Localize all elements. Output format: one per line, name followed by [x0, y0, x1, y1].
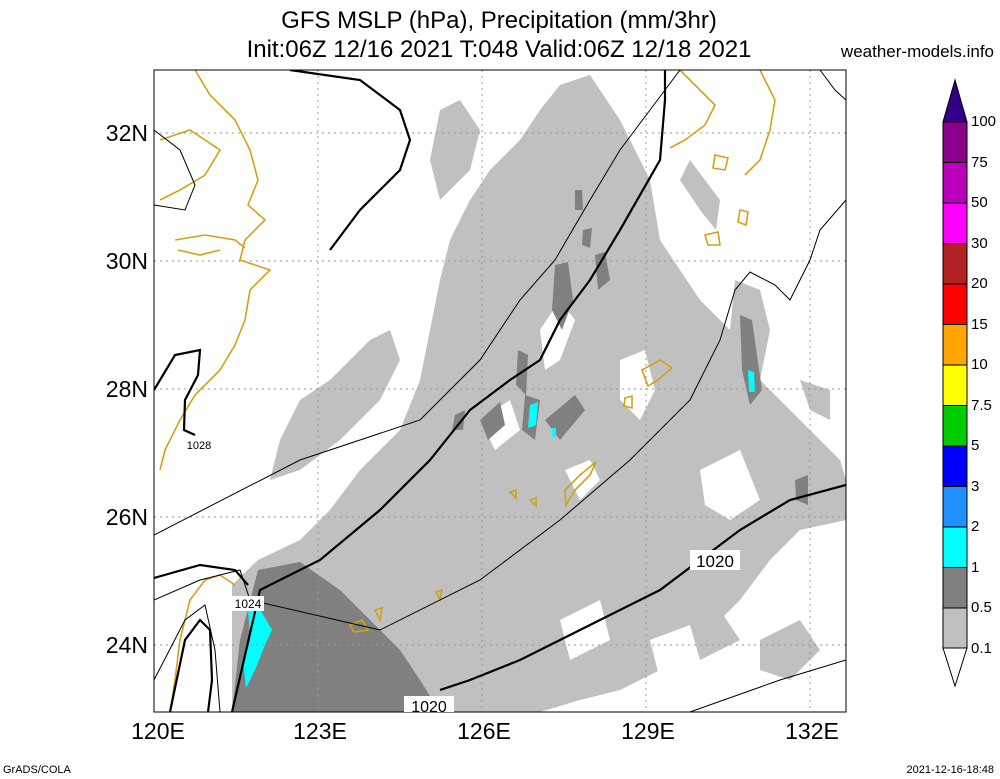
colorbar-label: 10 [971, 356, 988, 373]
colorbar-swatch [942, 243, 968, 285]
lat-label: 30N [105, 248, 148, 274]
colorbar-swatch [942, 202, 968, 244]
isobar-label: 1028 [187, 440, 211, 452]
colorbar-swatch [942, 486, 968, 528]
colorbar-label: 2 [971, 518, 980, 535]
isobar-label: 1024 [235, 597, 262, 611]
colorbar-swatch [942, 526, 968, 568]
map-title: GFS MSLP (hPa), Precipitation (mm/3hr) [281, 7, 717, 34]
precip-colorbar [942, 78, 968, 688]
coastlines [159, 70, 776, 712]
isobars-bold [154, 70, 846, 712]
precip-heavy-area [243, 370, 755, 688]
site-credit: weather-models.info [840, 42, 994, 61]
colorbar-swatch [942, 445, 968, 487]
lon-label: 120E [131, 718, 185, 744]
colorbar-swatch [942, 283, 968, 325]
colorbar-label: 100 [971, 113, 997, 130]
footer-software: GrADS/COLA [3, 764, 71, 776]
colorbar-label: 50 [971, 194, 988, 211]
colorbar-label: 15 [971, 315, 988, 333]
lon-label: 126E [457, 718, 511, 744]
precip-gaps [480, 300, 760, 680]
colorbar-bottom-arrow [942, 647, 968, 688]
isobar-labels: 1028 1024 1020 1020 [184, 438, 740, 716]
colorbar-swatch [942, 607, 968, 649]
colorbar-label: 0.5 [971, 599, 992, 616]
lat-label: 32N [105, 120, 148, 146]
colorbar-swatch [942, 162, 968, 204]
isobars-thin [154, 70, 846, 712]
lat-label: 24N [105, 632, 148, 658]
colorbar-label: 75 [971, 153, 988, 171]
colorbar-label: 30 [971, 234, 988, 252]
lat-label: 26N [105, 504, 148, 530]
lat-lon-grid [154, 70, 846, 712]
colorbar-swatch [942, 567, 968, 609]
colorbar-top-arrow [942, 78, 968, 123]
lon-label: 123E [293, 718, 347, 744]
lon-label: 129E [621, 718, 675, 744]
colorbar-label: 1 [971, 558, 980, 576]
isobar-label: 1020 [696, 552, 734, 571]
isobar-label: 1020 [411, 699, 447, 716]
map-frame [153, 69, 847, 713]
colorbar-swatch [942, 364, 968, 406]
colorbar-label: 0.1 [971, 639, 992, 657]
colorbar-label: 5 [971, 437, 980, 454]
colorbar-label: 7.5 [971, 396, 992, 414]
colorbar-label: 20 [971, 275, 988, 292]
colorbar-swatch [942, 121, 968, 163]
footer-timestamp: 2021-12-16-18:48 [906, 764, 994, 776]
colorbar-label: 3 [971, 477, 980, 495]
colorbar-swatch [942, 405, 968, 447]
lon-label: 132E [785, 718, 839, 744]
lat-label: 28N [105, 376, 148, 402]
map-subtitle: Init:06Z 12/16 2021 T:048 Valid:06Z 12/1… [246, 36, 752, 63]
colorbar-swatch [942, 324, 968, 366]
